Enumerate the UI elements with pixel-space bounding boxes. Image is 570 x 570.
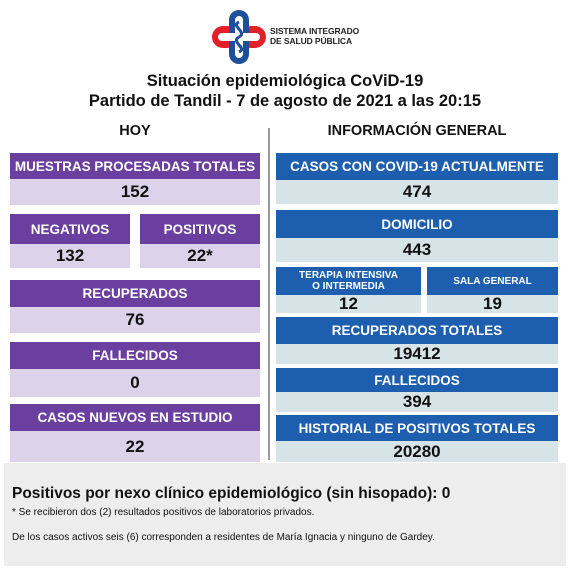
- casos-actuales-header: CASOS CON COVID-19 ACTUALMENTE: [276, 153, 558, 180]
- sala-general-header: SALA GENERAL: [427, 267, 558, 295]
- casos-actuales-value: 474: [276, 180, 558, 204]
- fallecidos-hoy-value: 0: [10, 369, 260, 397]
- casos-nuevos-header: CASOS NUEVOS EN ESTUDIO: [10, 404, 260, 431]
- column-divider: [268, 128, 270, 460]
- logo-text: SISTEMA INTEGRADO DE SALUD PÚBLICA: [270, 26, 359, 46]
- page-title: Situación epidemiológica CoViD-19: [146, 72, 424, 90]
- terapia-label-line-2: O INTERMEDIA: [312, 281, 385, 292]
- page-subtitle: Partido de Tandil - 7 de agosto de 2021 …: [88, 92, 482, 110]
- sala-general-value: 19: [427, 294, 558, 313]
- recuperados-totales-header: RECUPERADOS TOTALES: [276, 317, 558, 344]
- positivos-header: POSITIVOS: [140, 214, 260, 244]
- footer-note-2: De los casos activos seis (6) correspond…: [12, 532, 435, 543]
- recuperados-value: 76: [10, 307, 260, 333]
- historial-value: 20280: [276, 441, 558, 462]
- muestras-value: 152: [10, 179, 260, 205]
- sisp-logo-icon: [212, 10, 266, 64]
- hoy-heading: HOY: [119, 123, 151, 139]
- historial-header: HISTORIAL DE POSITIVOS TOTALES: [276, 415, 558, 441]
- terapia-value: 12: [276, 294, 421, 313]
- terapia-label-line-1: TERAPIA INTENSIVA: [299, 270, 398, 281]
- domicilio-value: 443: [276, 238, 558, 262]
- terapia-header: TERAPIA INTENSIVA O INTERMEDIA: [276, 267, 421, 295]
- footer-panel: Positivos por nexo clínico epidemiológic…: [4, 463, 566, 566]
- negativos-value: 132: [10, 244, 130, 268]
- fallecidos-total-header: FALLECIDOS: [276, 368, 558, 392]
- fallecidos-hoy-header: FALLECIDOS: [10, 342, 260, 369]
- recuperados-header: RECUPERADOS: [10, 280, 260, 307]
- negativos-header: NEGATIVOS: [10, 214, 130, 244]
- positivos-value: 22*: [140, 244, 260, 268]
- footer-note-1: * Se recibieron dos (2) resultados posit…: [12, 507, 315, 518]
- footer-title: Positivos por nexo clínico epidemiológic…: [12, 485, 451, 502]
- general-heading: INFORMACIÓN GENERAL: [327, 123, 507, 139]
- logo: SISTEMA INTEGRADO DE SALUD PÚBLICA: [210, 8, 370, 66]
- casos-nuevos-value: 22: [10, 431, 260, 462]
- logo-line-1: SISTEMA INTEGRADO: [270, 26, 360, 36]
- domicilio-header: DOMICILIO: [276, 210, 558, 238]
- fallecidos-total-value: 394: [276, 392, 558, 412]
- muestras-header: MUESTRAS PROCESADAS TOTALES: [10, 153, 260, 179]
- logo-line-2: DE SALUD PÚBLICA: [270, 36, 352, 46]
- recuperados-totales-value: 19412: [276, 344, 558, 364]
